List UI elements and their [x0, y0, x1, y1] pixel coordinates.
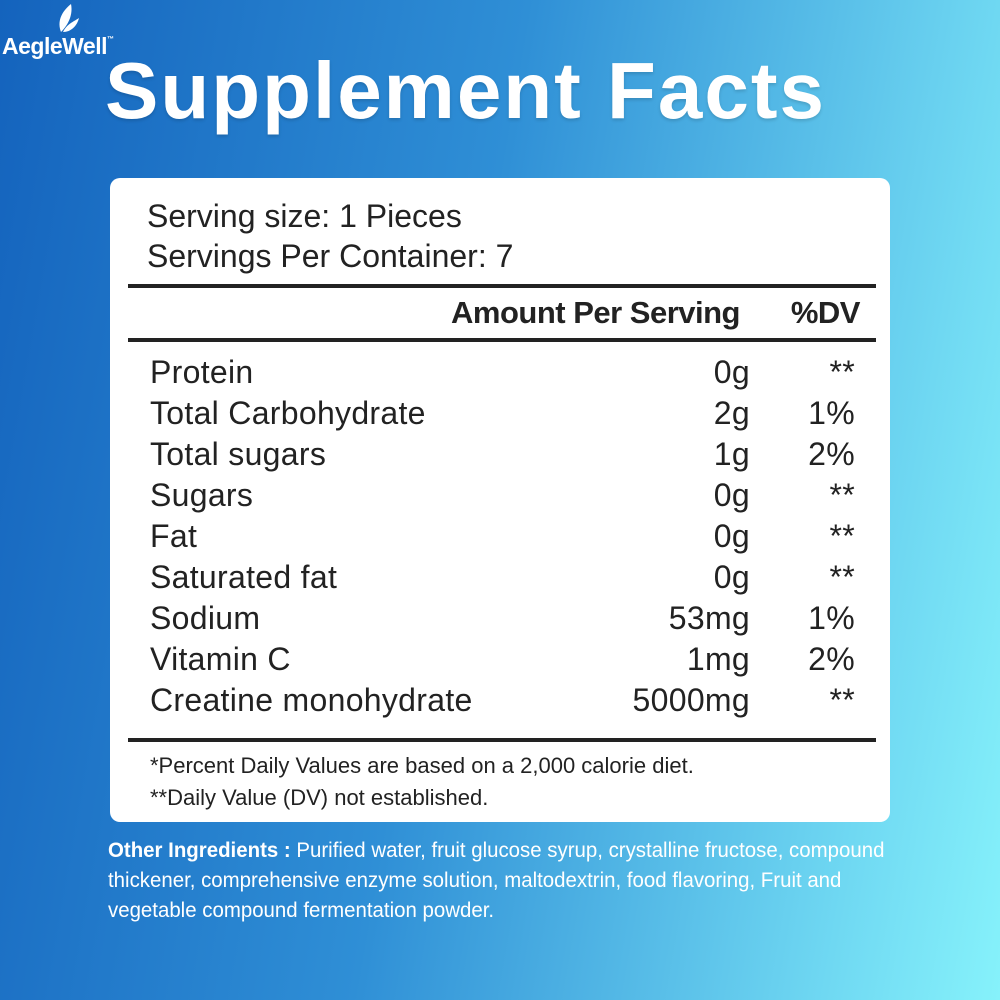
nutrient-amount: 5000mg	[632, 682, 750, 718]
nutrient-dv: **	[829, 518, 855, 554]
nutrient-name: Sodium	[150, 600, 261, 636]
nutrient-name: Protein	[150, 354, 254, 390]
nutrient-dv: **	[829, 354, 855, 390]
nutrient-row: Total sugars 1g 2%	[150, 436, 890, 477]
nutrient-name: Saturated fat	[150, 559, 338, 595]
serving-size: Serving size: 1 Pieces	[147, 198, 462, 234]
nutrient-dv: 1%	[808, 600, 855, 636]
nutrient-row: Total Carbohydrate 2g 1%	[150, 395, 890, 436]
nutrient-amount: 53mg	[668, 600, 750, 636]
nutrient-amount: 1mg	[686, 641, 750, 677]
nutrient-dv: 2%	[808, 641, 855, 677]
leaf-icon	[59, 4, 79, 32]
footnote: **Daily Value (DV) not established.	[150, 785, 489, 810]
other-ingredients-label: Other Ingredients :	[108, 838, 291, 862]
nutrient-row: Protein 0g **	[150, 354, 890, 395]
servings-per-container: Servings Per Container: 7	[147, 238, 514, 274]
amount-header: Amount Per Serving	[451, 295, 741, 330]
divider	[128, 284, 876, 288]
other-ingredients-text: Purified water, fruit glucose syrup, cry…	[108, 838, 885, 922]
nutrient-amount: 0g	[713, 559, 750, 595]
nutrient-name: Fat	[150, 518, 198, 554]
facts-panel: Serving size: 1 Pieces Servings Per Cont…	[110, 178, 890, 822]
nutrient-dv: **	[829, 477, 855, 513]
dv-header: %DV	[790, 295, 861, 330]
brand-name: AegleWell	[2, 33, 108, 59]
page-title: Supplement Facts	[105, 46, 827, 135]
nutrient-dv: **	[829, 559, 855, 595]
nutrient-amount: 1g	[713, 436, 750, 472]
nutrient-row: Creatine monohydrate 5000mg **	[150, 682, 890, 723]
nutrient-name: Vitamin C	[150, 641, 291, 677]
nutrient-row: Sugars 0g **	[150, 477, 890, 518]
nutrient-dv: 2%	[808, 436, 855, 472]
nutrient-amount: 0g	[713, 477, 750, 513]
nutrient-row: Sodium 53mg 1%	[150, 600, 890, 641]
nutrient-amount: 2g	[713, 395, 750, 431]
nutrient-row: Vitamin C 1mg 2%	[150, 641, 890, 682]
nutrient-name: Creatine monohydrate	[150, 682, 473, 718]
nutrient-name: Total sugars	[150, 436, 327, 472]
divider	[128, 738, 876, 742]
nutrient-amount: 0g	[713, 518, 750, 554]
footnote: *Percent Daily Values are based on a 2,0…	[150, 753, 694, 778]
nutrient-name: Sugars	[150, 477, 254, 513]
nutrient-dv: 1%	[808, 395, 855, 431]
nutrient-row: Fat 0g **	[150, 518, 890, 559]
divider	[128, 338, 876, 342]
trademark: ™	[107, 36, 114, 43]
nutrient-dv: **	[829, 682, 855, 718]
other-ingredients: Other Ingredients : Purified water, frui…	[108, 835, 887, 925]
brand-logo: AegleWell™	[2, 0, 152, 64]
nutrient-name: Total Carbohydrate	[150, 395, 426, 431]
nutrient-amount: 0g	[713, 354, 750, 390]
nutrient-row: Saturated fat 0g **	[150, 559, 890, 600]
